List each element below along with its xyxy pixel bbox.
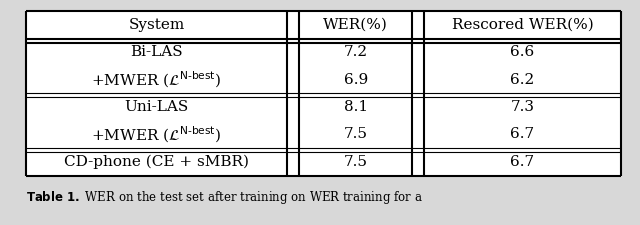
Text: $\mathbf{Table\ 1.}$ WER on the test set after training on WER training for a: $\mathbf{Table\ 1.}$ WER on the test set… [26,189,422,206]
Text: 7.5: 7.5 [344,155,368,169]
Text: Uni-LAS: Uni-LAS [124,100,189,114]
Text: 7.5: 7.5 [344,127,368,142]
Text: 6.2: 6.2 [510,73,534,87]
Text: System: System [129,18,185,32]
Text: 6.7: 6.7 [510,155,534,169]
Text: 6.6: 6.6 [510,45,534,59]
Text: Rescored WER(%): Rescored WER(%) [452,18,593,32]
Text: +MWER ($\mathcal{L}^{\mathrm{N\text{-}best}}$): +MWER ($\mathcal{L}^{\mathrm{N\text{-}be… [92,124,221,145]
Text: 7.2: 7.2 [344,45,368,59]
Text: +MWER ($\mathcal{L}^{\mathrm{N\text{-}best}}$): +MWER ($\mathcal{L}^{\mathrm{N\text{-}be… [92,70,221,90]
Text: CD-phone (CE + sMBR): CD-phone (CE + sMBR) [64,155,249,169]
Text: 6.9: 6.9 [344,73,368,87]
Bar [26,11,621,176]
Text: 7.3: 7.3 [511,100,534,114]
Text: WER(%): WER(%) [323,18,388,32]
Text: 6.7: 6.7 [510,127,534,142]
Text: Bi-LAS: Bi-LAS [130,45,183,59]
Text: 8.1: 8.1 [344,100,368,114]
